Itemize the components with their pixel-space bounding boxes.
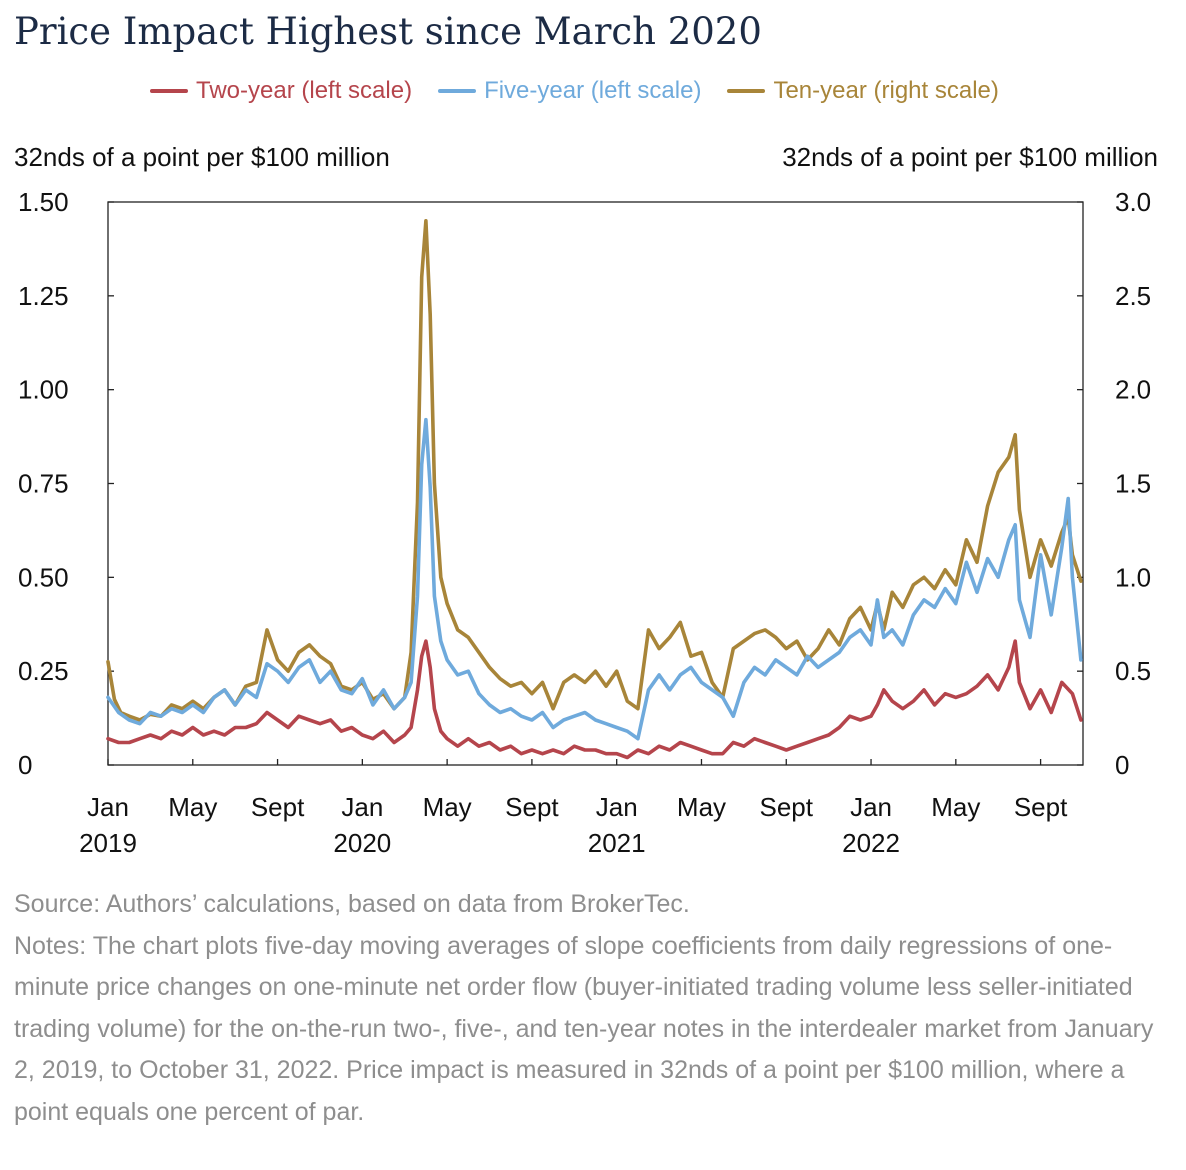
chart-title: Price Impact Highest since March 2020 — [14, 10, 762, 53]
chart-legend: Two-year (left scale) Five-year (left sc… — [150, 76, 1025, 106]
x-axis-tick-label: May — [168, 792, 217, 822]
x-axis-tick-label: Jan — [596, 792, 638, 822]
x-axis-tick-label: Jan — [341, 792, 383, 822]
x-axis-tick-label: Sept — [1014, 792, 1068, 822]
legend-swatch-two-year — [150, 89, 188, 93]
legend-swatch-five-year — [438, 89, 477, 93]
series-line-ten-year — [106, 218, 1083, 722]
x-axis-tick-label: Sept — [760, 792, 814, 822]
x-axis-tick-label: Jan — [850, 792, 892, 822]
source-text: Source: Authors’ calculations, based on … — [14, 890, 690, 918]
series-line-two-year — [106, 639, 1083, 760]
left-axis-tick-label: 0.75 — [18, 469, 69, 499]
left-axis-tick-label: 1.50 — [18, 187, 69, 217]
legend-item-ten-year: Ten-year (right scale) — [727, 77, 999, 105]
left-axis-tick-label: 1.00 — [18, 375, 69, 405]
x-axis-year-label: 2019 — [79, 828, 137, 858]
notes-text: Notes: The chart plots five-day moving a… — [14, 931, 1154, 1126]
x-axis-year-label: 2020 — [333, 828, 391, 858]
right-axis-tick-label: 3.0 — [1115, 187, 1151, 217]
x-axis-year-label: 2022 — [842, 828, 900, 858]
left-axis-tick-label: 0.25 — [18, 656, 69, 686]
left-axis-tick-label: 1.25 — [18, 281, 69, 311]
series-line-five-year — [106, 417, 1083, 741]
x-axis-tick-label: May — [931, 792, 980, 822]
chart-notes: Source: Authors’ calculations, based on … — [14, 884, 1174, 1133]
right-axis-tick-label: 2.0 — [1115, 375, 1151, 405]
legend-item-two-year: Two-year (left scale) — [150, 77, 412, 105]
x-axis-tick-label: May — [677, 792, 726, 822]
legend-item-five-year: Five-year (left scale) — [438, 77, 701, 105]
right-axis-tick-label: 1.0 — [1115, 562, 1151, 592]
plot-frame — [107, 201, 1084, 766]
right-axis-tick-label: 2.5 — [1115, 281, 1151, 311]
line-chart: 0 0.25 0.50 0.75 1.00 1.25 1.50 0 0.5 1.0 1.5 2.0 2.… — [18, 187, 1151, 858]
right-axis-tick-label: 0.5 — [1115, 656, 1151, 686]
legend-swatch-ten-year — [727, 89, 766, 93]
x-axis-year-label: 2021 — [588, 828, 646, 858]
left-axis-unit-label: 32nds of a point per $100 million — [14, 142, 390, 172]
x-axis-tick-label: May — [423, 792, 472, 822]
x-axis-tick-label: Sept — [505, 792, 559, 822]
left-axis-tick-label: 0 — [18, 750, 32, 780]
x-axis-tick-label: Sept — [251, 792, 305, 822]
right-axis-tick-label: 0 — [1115, 750, 1129, 780]
legend-label-ten-year: Ten-year (right scale) — [773, 77, 999, 104]
legend-label-five-year: Five-year (left scale) — [484, 77, 702, 104]
right-axis-tick-label: 1.5 — [1115, 469, 1151, 499]
right-axis-unit-label: 32nds of a point per $100 million — [782, 142, 1158, 172]
left-axis-tick-label: 0.50 — [18, 562, 69, 592]
legend-label-two-year: Two-year (left scale) — [196, 77, 413, 104]
x-axis-tick-label: Jan — [87, 792, 129, 822]
